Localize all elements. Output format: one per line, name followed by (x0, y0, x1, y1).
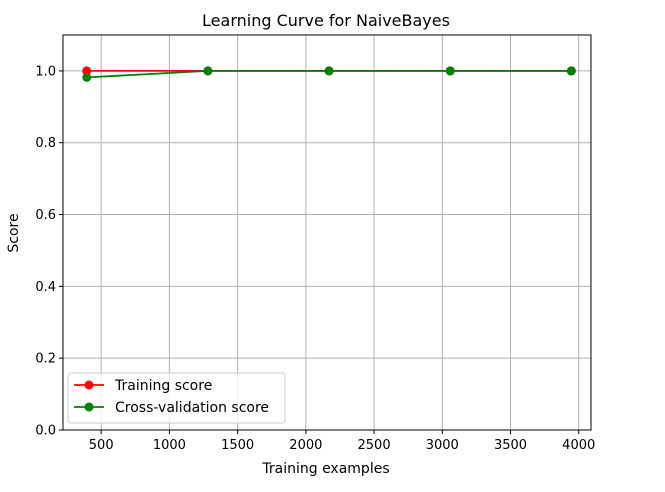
data-point (324, 66, 334, 76)
x-tick-label: 3000 (426, 438, 459, 453)
y-tick-label: 0.4 (35, 280, 56, 295)
data-point (203, 66, 213, 76)
x-tick-label: 4000 (562, 438, 595, 453)
y-tick-label: 0.6 (35, 208, 56, 223)
legend-marker (84, 402, 94, 412)
x-tick-label: 3500 (494, 438, 527, 453)
plot-frame (62, 34, 592, 431)
data-point (445, 66, 455, 76)
series-cross-validation-score (82, 66, 576, 82)
y-tick-label: 0.0 (35, 424, 56, 439)
legend-box (67, 372, 286, 424)
x-tick-label: 2000 (289, 438, 322, 453)
y-tick-label: 0.8 (35, 136, 56, 151)
legend-label: Training score (114, 378, 212, 394)
legend: Training score Cross-validation score (67, 372, 286, 424)
x-axis-label: Training examples (261, 461, 389, 477)
legend-item: Training score (74, 378, 212, 394)
y-axis-label: Score (6, 213, 22, 252)
legend-marker (84, 380, 94, 390)
series-layer (82, 66, 576, 82)
legend-label: Cross-validation score (115, 400, 269, 416)
data-point (566, 66, 576, 76)
legend-item: Cross-validation score (74, 400, 269, 416)
data-point (82, 72, 92, 82)
y-tick-label: 1.0 (35, 64, 56, 79)
y-tick-label: 0.2 (35, 352, 56, 367)
x-tick-label: 500 (89, 438, 114, 453)
x-tick-label: 1000 (153, 438, 186, 453)
x-tick-label: 1500 (221, 438, 254, 453)
chart-title: Learning Curve for NaiveBayes (202, 11, 450, 30)
ticks: 500 1000 1500 2000 2500 3000 3500 4000 0.0 0.2 0.4… (35, 64, 595, 453)
data-point (82, 66, 92, 76)
x-tick-label: 2500 (358, 438, 391, 453)
